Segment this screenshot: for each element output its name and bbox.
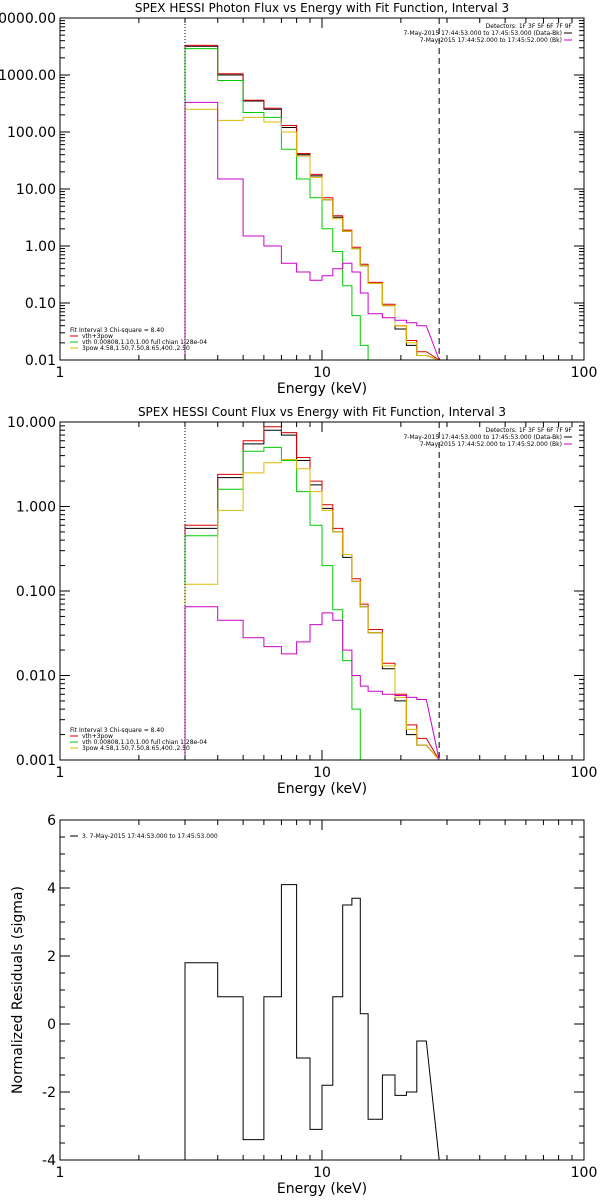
series-line-1 bbox=[184, 884, 440, 1161]
y-tick-label: 10000.00 bbox=[0, 11, 56, 27]
legend-top-right: Detectors: 1F 3F 5F 6F 7F 9F7-May-2015 1… bbox=[403, 427, 572, 448]
legend-entry-label: vth+3pow bbox=[82, 733, 113, 740]
legend-detectors-text: Detectors: 1F 3F 5F 6F 7F 9F bbox=[486, 427, 573, 434]
x-tick-label: 100 bbox=[571, 765, 598, 781]
legend-fit-header: Fit Interval 3 Chi-square = 8.40 bbox=[70, 727, 164, 734]
series-line-1 bbox=[184, 429, 440, 761]
y-tick-label: 10.00 bbox=[16, 182, 56, 198]
series-line-2 bbox=[184, 44, 440, 361]
y-tick-label: -4 bbox=[42, 1153, 56, 1169]
legend-entry-label: vth 0.00808,1.10,1.00 full chian 1.28e-0… bbox=[82, 339, 207, 346]
y-tick-label: 0.001 bbox=[16, 753, 56, 769]
y-tick-label: 6 bbox=[47, 813, 56, 829]
x-tick-label: 10 bbox=[313, 1165, 331, 1181]
series-group bbox=[184, 44, 440, 361]
legend-bottom-left: Fit Interval 3 Chi-square = 8.40vth+3pow… bbox=[70, 727, 207, 752]
legend-detectors-text: Detectors: 1F 3F 5F 6F 7F 9F bbox=[486, 23, 573, 30]
series-group bbox=[184, 884, 440, 1161]
chart-title: SPEX HESSI Count Flux vs Energy with Fit… bbox=[138, 405, 506, 419]
legend-top-left: 3. 7-May-2015 17:44:53.000 to 17:45:53.0… bbox=[70, 833, 218, 840]
y-tick-label: 1.00 bbox=[25, 239, 56, 255]
legend-entry-label: vth 0.00808,1.10,1.00 full chian 1.28e-0… bbox=[82, 739, 207, 746]
legend-entry-label: 7-May-2015 17:44:52.000 to 17:45:52.000 … bbox=[420, 441, 562, 448]
chart-title: SPEX HESSI Photon Flux vs Energy with Fi… bbox=[135, 1, 509, 15]
x-tick-label: 1 bbox=[56, 365, 65, 381]
x-tick-label: 10 bbox=[313, 765, 331, 781]
y-tick-label: 0.100 bbox=[16, 584, 56, 600]
y-tick-label: 0.01 bbox=[25, 353, 56, 369]
series-group bbox=[184, 426, 440, 761]
y-tick-label: 2 bbox=[47, 949, 56, 965]
series-line-5 bbox=[184, 101, 440, 361]
y-tick-label: 0.10 bbox=[25, 296, 56, 312]
legend-entry-label: 3. 7-May-2015 17:44:53.000 to 17:45:53.0… bbox=[82, 833, 218, 840]
legend-bottom-left: Fit Interval 3 Chi-square = 8.40vth+3pow… bbox=[70, 327, 207, 352]
series-line-3 bbox=[184, 48, 440, 361]
y-tick-label: 1000.00 bbox=[0, 68, 56, 84]
legend-entry-label: 7-May-2015 17:44:53.000 to 17:45:53.000 … bbox=[403, 434, 562, 441]
x-tick-label: 100 bbox=[571, 365, 598, 381]
legend-fit-header: Fit Interval 3 Chi-square = 8.40 bbox=[70, 327, 164, 334]
legend-entry-label: 3pow 4.58,1.50,7.50,8.65,400.,2.50 bbox=[82, 345, 190, 352]
y-tick-label: 0.010 bbox=[16, 669, 56, 685]
legend-entry-label: 7-May-2015 17:44:52.000 to 17:45:52.000 … bbox=[420, 37, 562, 44]
plot-frame bbox=[59, 421, 585, 761]
chart-panel-1: SPEX HESSI Photon Flux vs Energy with Fi… bbox=[0, 1, 597, 397]
legend-entry-label: 7-May-2015 17:44:53.000 to 17:45:53.000 … bbox=[403, 30, 562, 37]
legend-top-right: Detectors: 1F 3F 5F 6F 7F 9F7-May-2015 1… bbox=[403, 23, 572, 44]
legend-entry-label: vth+3pow bbox=[82, 333, 113, 340]
x-tick-label: 10 bbox=[313, 365, 331, 381]
x-tick-label: 1 bbox=[56, 1165, 65, 1181]
y-tick-label: -2 bbox=[42, 1085, 56, 1101]
x-axis-label: Energy (keV) bbox=[277, 1181, 367, 1197]
x-axis-label: Energy (keV) bbox=[277, 381, 367, 397]
y-tick-label: 4 bbox=[47, 881, 56, 897]
series-line-4 bbox=[184, 459, 440, 761]
series-line-1 bbox=[184, 45, 440, 361]
y-axis-label: Normalized Residuals (sigma) bbox=[10, 886, 26, 1094]
x-axis-label: Energy (keV) bbox=[277, 781, 367, 797]
series-line-5 bbox=[184, 606, 440, 761]
chart-panel-2: SPEX HESSI Count Flux vs Energy with Fit… bbox=[7, 405, 597, 797]
y-tick-label: 100.00 bbox=[7, 125, 56, 141]
x-tick-label: 1 bbox=[56, 765, 65, 781]
legend-entry-label: 3pow 4.58,1.50,7.50,8.65,400.,2.50 bbox=[82, 745, 190, 752]
x-tick-label: 100 bbox=[571, 1165, 598, 1181]
y-tick-label: 10.000 bbox=[7, 415, 56, 431]
series-line-2 bbox=[184, 426, 440, 761]
series-line-3 bbox=[184, 446, 440, 761]
y-tick-label: 0 bbox=[47, 1017, 56, 1033]
y-tick-label: 1.000 bbox=[16, 500, 56, 516]
chart-panel-3: 1 10 100 Energy (keV) -4 -2 0 2 4 6 Normalized Res… bbox=[10, 813, 597, 1197]
series-line-4 bbox=[184, 108, 440, 361]
